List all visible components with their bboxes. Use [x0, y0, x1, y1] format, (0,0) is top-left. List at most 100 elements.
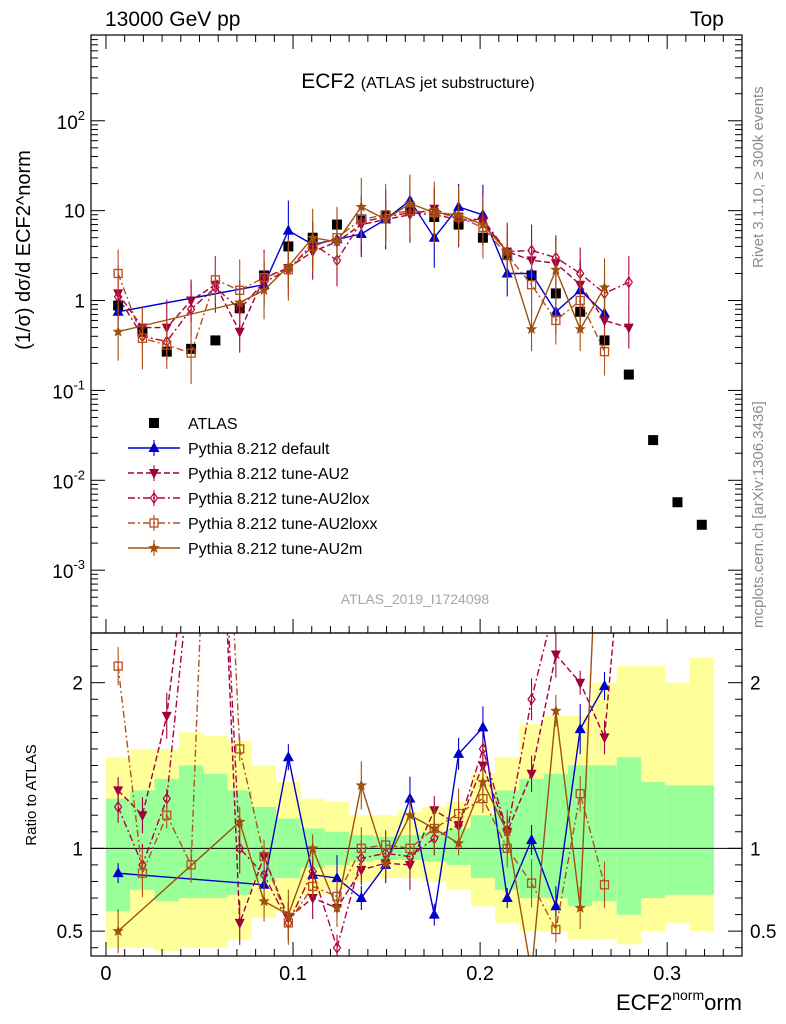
xtick-label: 0.3 [653, 963, 681, 985]
marker-atlas [623, 369, 634, 380]
marker-pythia-8-212-tune-au2m [477, 776, 489, 787]
marker-pythia-8-212-tune-au2m [501, 245, 513, 257]
ratio-ytick-label: 2 [72, 674, 83, 695]
marker-pythia-8-212-tune-au2 [526, 769, 537, 780]
marker-pythia-8-212-default [331, 872, 343, 883]
ratio-band-inner [640, 782, 666, 899]
marker-pythia-8-212-tune-au2m [307, 842, 319, 854]
marker-pythia-8-212-default [282, 224, 294, 235]
marker-pythia-8-212-tune-au2m [355, 200, 367, 212]
ytick-label-1e-2: 10-2 [52, 467, 85, 493]
marker-pythia-8-212-tune-au2 [234, 918, 245, 929]
ytick-label-1e-1: 10-1 [52, 377, 85, 403]
marker-pythia-8-212-tune-au2lox [601, 457, 608, 467]
marker-pythia-8-212-tune-au2lox [527, 693, 536, 706]
marker-pythia-8-212-tune-au2m [452, 208, 465, 220]
marker-pythia-8-212-tune-au2lox [577, 567, 584, 577]
marker-pythia-8-212-tune-au2loxx [137, 333, 148, 343]
marker-pythia-8-212-tune-au2loxx [453, 808, 464, 819]
ytick-label-1e-3: 10-3 [52, 557, 85, 583]
marker-pythia-8-212-tune-au2loxx [551, 924, 561, 935]
legend-label-pythia-8-212-tune-au2: Pythia 8.212 tune-AU2 [188, 466, 349, 483]
ratio-ytick-label: 0.5 [57, 922, 83, 943]
series-line-pythia-8-212-tune-au2 [117, 633, 615, 924]
marker-pythia-8-212-default [550, 900, 562, 911]
plot-title: ECF2 (ATLAS jet substructure) [301, 70, 535, 93]
marker-pythia-8-212-tune-au2m [258, 284, 270, 296]
marker-pythia-8-212-tune-au2loxx [137, 868, 148, 878]
y-axis-label: (1/σ) dσ/d ECF2^norm [13, 150, 35, 350]
marker-pythia-8-212-tune-au2lox [552, 595, 559, 605]
legend-marker-pythia-8-212-tune-au2m [148, 542, 160, 553]
marker-pythia-8-212-default [428, 908, 440, 919]
marker-pythia-8-212-tune-au2 [599, 733, 610, 744]
marker-pythia-8-212-tune-au2loxx [405, 843, 415, 853]
marker-pythia-8-212-tune-au2m [331, 235, 343, 247]
legend-label-pythia-8-212-default: Pythia 8.212 default [188, 441, 330, 458]
marker-pythia-8-212-tune-au2loxx [162, 340, 172, 350]
marker-pythia-8-212-tune-au2m [428, 206, 440, 218]
xtick-label: 0.1 [279, 963, 307, 985]
marker-pythia-8-212-tune-au2 [550, 650, 561, 661]
xtick-label: 0.2 [466, 963, 494, 985]
marker-pythia-8-212-tune-au2loxx [113, 268, 123, 279]
watermark-label: ATLAS_2019_I1724098 [341, 591, 490, 607]
marker-pythia-8-212-tune-au2 [137, 811, 148, 822]
marker-atlas [210, 335, 221, 346]
ratio-band-inner [665, 785, 690, 895]
marker-pythia-8-212-tune-au2m [452, 837, 465, 849]
marker-pythia-8-212-tune-au2loxx [551, 315, 561, 326]
ratio-band-inner [543, 773, 569, 899]
marker-pythia-8-212-tune-au2lox [332, 941, 342, 954]
marker-pythia-8-212-tune-au2loxx [186, 860, 196, 870]
marker-pythia-8-212-tune-au2loxx [526, 878, 537, 888]
marker-pythia-8-212-tune-au2m [404, 197, 416, 209]
marker-pythia-8-212-tune-au2m [234, 815, 246, 827]
marker-pythia-8-212-tune-au2loxx [599, 880, 610, 890]
ytick-label-1: 1 [74, 292, 85, 313]
legend-marker-pythia-8-212-default [148, 442, 160, 452]
marker-pythia-8-212-tune-au2loxx [113, 661, 123, 671]
marker-pythia-8-212-tune-au2lox [113, 290, 123, 303]
legend-marker-atlas [149, 418, 159, 428]
legend-marker-pythia-8-212-tune-au2loxx [149, 518, 159, 528]
marker-pythia-8-212-default [501, 892, 513, 903]
marker-pythia-8-212-tune-au2m [379, 857, 392, 869]
marker-pythia-8-212-tune-au2 [161, 711, 172, 722]
marker-pythia-8-212-tune-au2loxx [186, 348, 196, 358]
marker-pythia-8-212-tune-au2loxx [380, 840, 391, 850]
ratio-frame [90, 632, 743, 957]
marker-pythia-8-212-tune-au2 [623, 323, 634, 334]
marker-pythia-8-212-tune-au2lox [478, 742, 488, 755]
marker-pythia-8-212-tune-au2m [525, 323, 538, 334]
marker-pythia-8-212-tune-au2loxx [235, 744, 245, 754]
ratio-band-inner [689, 785, 714, 895]
ytick-label-1e2: 102 [57, 108, 85, 134]
marker-pythia-8-212-default [574, 723, 586, 734]
marker-pythia-8-212-default [282, 751, 294, 762]
marker-pythia-8-212-tune-au2 [599, 316, 610, 327]
series-line-pythia-8-212-tune-au2lox [117, 211, 630, 343]
marker-pythia-8-212-tune-au2m [574, 323, 586, 334]
series-line-pythia-8-212-default [117, 199, 605, 314]
marker-pythia-8-212-tune-au2m [598, 281, 611, 293]
marker-pythia-8-212-tune-au2m [307, 231, 319, 243]
x-axis-label: ECF2normorm [616, 987, 742, 1015]
xtick-label: 0 [100, 963, 111, 985]
main-plot-area [112, 174, 707, 530]
series-line-pythia-8-212-tune-au2 [117, 207, 629, 334]
marker-pythia-8-212-tune-au2m [404, 809, 416, 821]
ratio-y-axis-label: Ratio to ATLAS [23, 744, 40, 845]
legend-marker-pythia-8-212-tune-au2 [149, 469, 159, 479]
legend-label-pythia-8-212-tune-au2loxx: Pythia 8.212 tune-AU2loxx [188, 516, 377, 533]
marker-pythia-8-212-tune-au2loxx [599, 346, 610, 357]
marker-pythia-8-212-default [599, 680, 611, 691]
marker-pythia-8-212-tune-au2loxx [211, 231, 219, 239]
marker-pythia-8-212-tune-au2loxx [575, 789, 585, 799]
marker-atlas [648, 435, 659, 446]
marker-pythia-8-212-tune-au2m [112, 925, 124, 936]
legend-label-atlas: ATLAS [188, 416, 238, 433]
series-line-pythia-8-212-tune-au2lox [117, 633, 549, 951]
marker-pythia-8-212-tune-au2lox [113, 800, 123, 813]
